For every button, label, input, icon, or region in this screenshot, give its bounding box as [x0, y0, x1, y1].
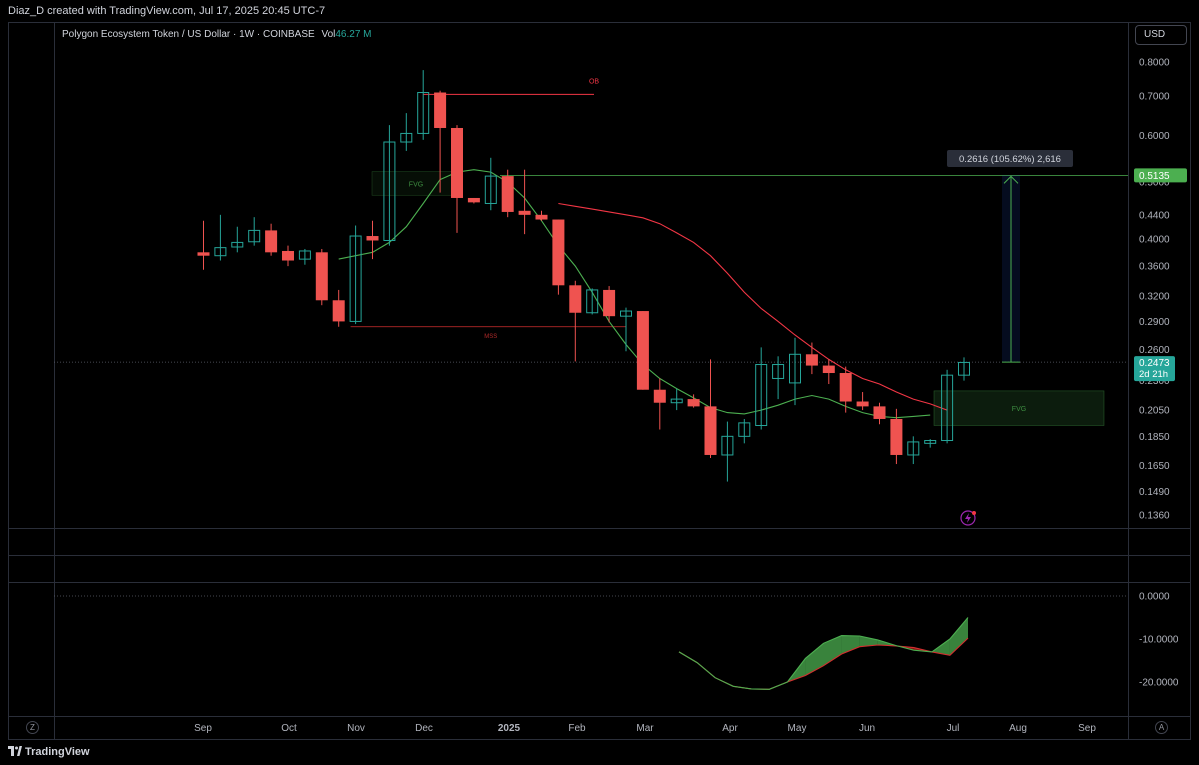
price-scale-divider: [1128, 22, 1129, 740]
pane-divider-1[interactable]: [8, 528, 1191, 529]
volume-label: Vol: [321, 29, 336, 40]
symbol-legend[interactable]: Polygon Ecosystem Token / US Dollar · 1W…: [62, 29, 372, 40]
zoom-button[interactable]: Z: [26, 721, 39, 734]
attribution-bar: Diaz_D created with TradingView.com, Jul…: [0, 0, 1199, 22]
pane-divider-2[interactable]: [8, 555, 1191, 556]
chart-frame: [8, 22, 1191, 740]
attribution-text: Diaz_D created with TradingView.com, Jul…: [8, 5, 326, 17]
left-gutter-divider: [54, 22, 55, 740]
tradingview-logo-text: TradingView: [25, 746, 90, 758]
currency-button[interactable]: USD: [1135, 25, 1187, 45]
auto-scale-button[interactable]: A: [1155, 721, 1168, 734]
pane-divider-3[interactable]: [8, 582, 1191, 583]
volume-value: 46.27 M: [335, 29, 372, 40]
tradingview-logo: TradingView: [8, 746, 90, 758]
symbol-title: Polygon Ecosystem Token / US Dollar · 1W…: [62, 29, 315, 40]
tradingview-logo-icon: [8, 746, 22, 756]
footer-bar: TradingView: [0, 740, 1199, 765]
time-axis-divider: [8, 716, 1191, 717]
